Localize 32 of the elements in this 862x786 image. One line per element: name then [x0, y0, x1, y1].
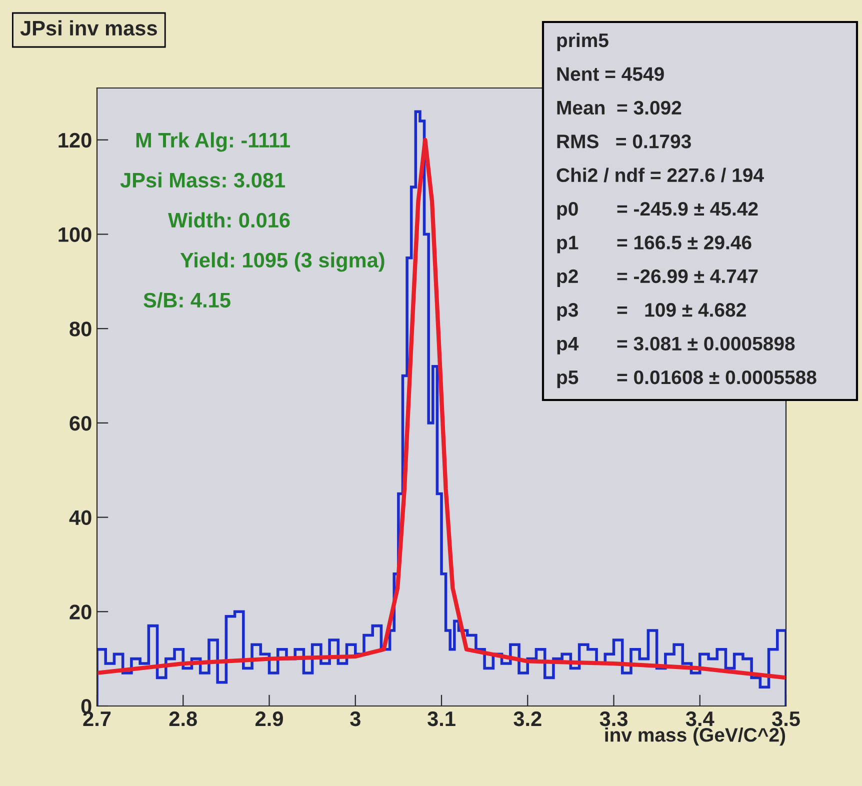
y-tick-label: 120	[58, 132, 92, 148]
y-tick-label: 40	[69, 510, 92, 526]
y-tick-label: 80	[70, 322, 92, 336]
y-tick-label: 20	[70, 604, 92, 620]
annotation: Mean = 3.092	[557, 100, 682, 115]
x-tick-label: 3.5	[772, 711, 800, 726]
text: Nent = 4549	[557, 67, 664, 81]
annotation: JPsi Mass: 3.081	[120, 172, 286, 188]
x-tick-label: 3.4	[686, 711, 714, 726]
x-tick-label: 2.9	[255, 711, 283, 726]
x-tick-label: 3.2	[514, 711, 542, 726]
annotation: p4 = 3.081 ± 0.0005898	[557, 336, 795, 354]
annotation: RMS = 0.1793	[557, 134, 691, 148]
annotation: p3 = 109 ± 4.682	[557, 303, 746, 321]
text: prim5	[557, 32, 608, 52]
annotation: p0 = -245.9 ± 45.42	[557, 202, 758, 220]
x-axis-title: inv mass (GeV/C^2)	[605, 728, 786, 746]
x-tick-label: 2.8	[169, 711, 197, 726]
chart-title: JPsi inv mass	[20, 20, 157, 36]
annotation: S/B: 4.15	[144, 292, 230, 308]
annotation: p5 = 0.01608 ± 0.0005588	[557, 370, 816, 388]
annotation: Width: 0.016	[168, 212, 290, 228]
annotation: Chi2 / ndf = 227.6 / 194	[556, 168, 764, 182]
x-tick-label: 3.3	[600, 711, 628, 726]
annotation: p1 = 166.5 ± 29.46	[557, 236, 752, 254]
annotation: p2 = -26.99 ± 4.747	[557, 269, 758, 287]
annotation: M Trk Alg: -1111	[136, 132, 290, 152]
x-tick-label: 3	[350, 711, 360, 726]
x-tick-label: 3.1	[428, 711, 456, 726]
y-tick-label: 100	[58, 227, 92, 242]
annotation: Yield: 1095 (3 sigma)	[180, 252, 384, 272]
y-tick-label: 60	[70, 416, 92, 431]
